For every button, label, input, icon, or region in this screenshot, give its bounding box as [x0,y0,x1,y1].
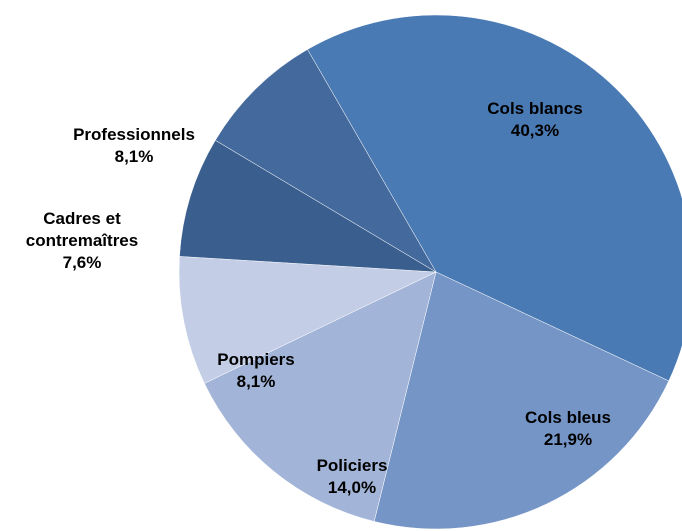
slice-value-label: 8,1% [115,147,154,166]
slice-label: Pompiers 8,1% [217,350,294,391]
pie-labels: Cols blancs 40,3% Cols bleus 21,9% Policiers… [26,99,611,497]
slice-category-label: contremaîtres [26,231,138,250]
slice-category-label: Cols blancs [487,99,582,118]
slice-category-label: Policiers [317,456,388,475]
slice-value-label: 21,9% [544,430,592,449]
pie-slice [307,14,682,382]
slice-category-label: Cols bleus [525,408,611,427]
slice-category-label: Pompiers [217,350,294,369]
pie-slice [204,271,437,522]
slice-label: Cadres et contremaîtres 7,6% [26,209,138,272]
pie-slices [178,14,682,530]
slice-label: Policiers 14,0% [317,456,388,497]
slice-value-label: 14,0% [328,478,376,497]
slice-label: Professionnels 8,1% [73,125,195,166]
pie-slice [373,271,670,530]
pie-slice [178,256,437,384]
slice-category-label: Cadres et [43,209,121,228]
pie-slice [179,139,437,273]
pie-slice [214,49,437,273]
slice-value-label: 40,3% [511,121,559,140]
slice-category-label: Professionnels [73,125,195,144]
slice-value-label: 8,1% [237,372,276,391]
slice-value-label: 7,6% [63,253,102,272]
slice-label: Cols bleus 21,9% [525,408,611,449]
slice-label: Cols blancs 40,3% [487,99,582,140]
